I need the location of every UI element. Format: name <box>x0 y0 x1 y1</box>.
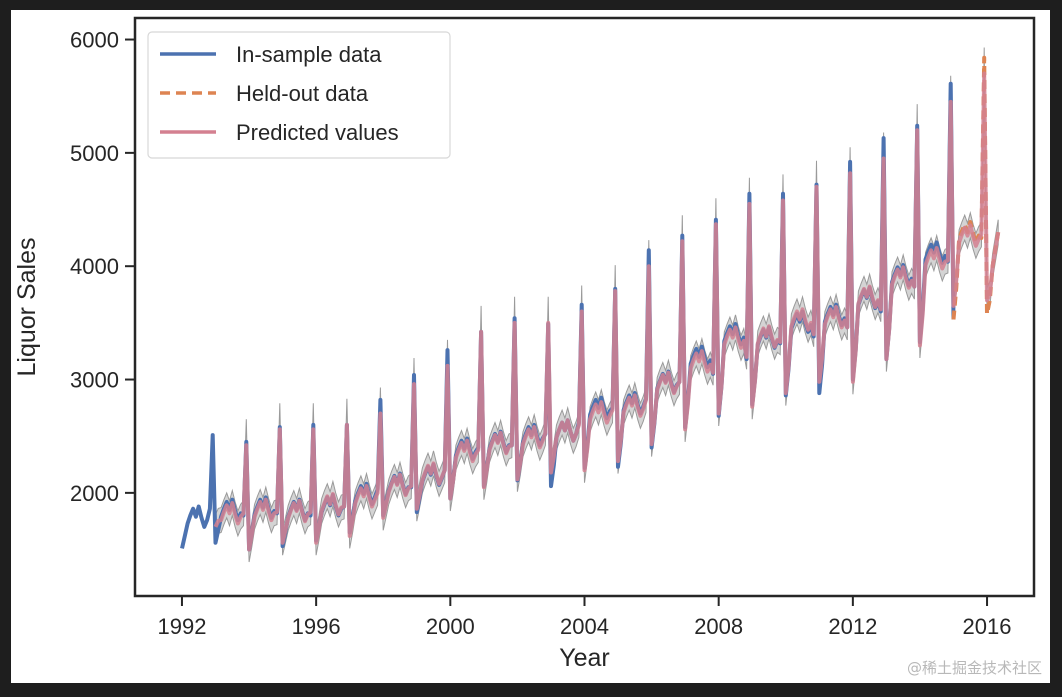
y-axis-title: Liquor Sales <box>13 238 41 377</box>
legend-label-held-out: Held-out data <box>236 81 369 106</box>
x-tick-label: 1996 <box>292 614 341 639</box>
x-tick-label: 2016 <box>963 614 1012 639</box>
x-axis-title: Year <box>559 644 610 672</box>
series-line-predicted <box>213 71 1001 552</box>
y-tick-label: 3000 <box>70 368 119 393</box>
y-tick-label: 5000 <box>70 141 119 166</box>
legend-box <box>147 31 451 159</box>
x-tick-label: 2012 <box>828 614 877 639</box>
y-tick-label: 6000 <box>70 28 119 53</box>
legend-label-predicted: Predicted values <box>236 120 399 145</box>
y-tick-label: 2000 <box>70 481 119 506</box>
x-tick-label: 2008 <box>694 614 743 639</box>
x-tick-label: 2004 <box>560 614 609 639</box>
legend-label-in-sample: In-sample data <box>236 42 382 67</box>
chart-canvas: 1992 1996 2000 2004 2008 2012 2016 2000 3000 400… <box>11 10 1050 683</box>
y-axis: 2000 3000 4000 5000 6000 <box>70 28 135 506</box>
legend: In-sample data Held-out data Predicted v… <box>147 31 451 159</box>
watermark: @稀土掘金技术社区 <box>907 659 1042 677</box>
y-tick-label: 4000 <box>70 254 119 279</box>
x-tick-label: 2000 <box>426 614 475 639</box>
liquor-sales-chart: 1992 1996 2000 2004 2008 2012 2016 2000 3000 400… <box>13 16 1042 677</box>
x-tick-label: 1992 <box>157 614 206 639</box>
series-layer <box>180 55 1001 552</box>
x-axis: 1992 1996 2000 2004 2008 2012 2016 <box>157 596 1012 639</box>
